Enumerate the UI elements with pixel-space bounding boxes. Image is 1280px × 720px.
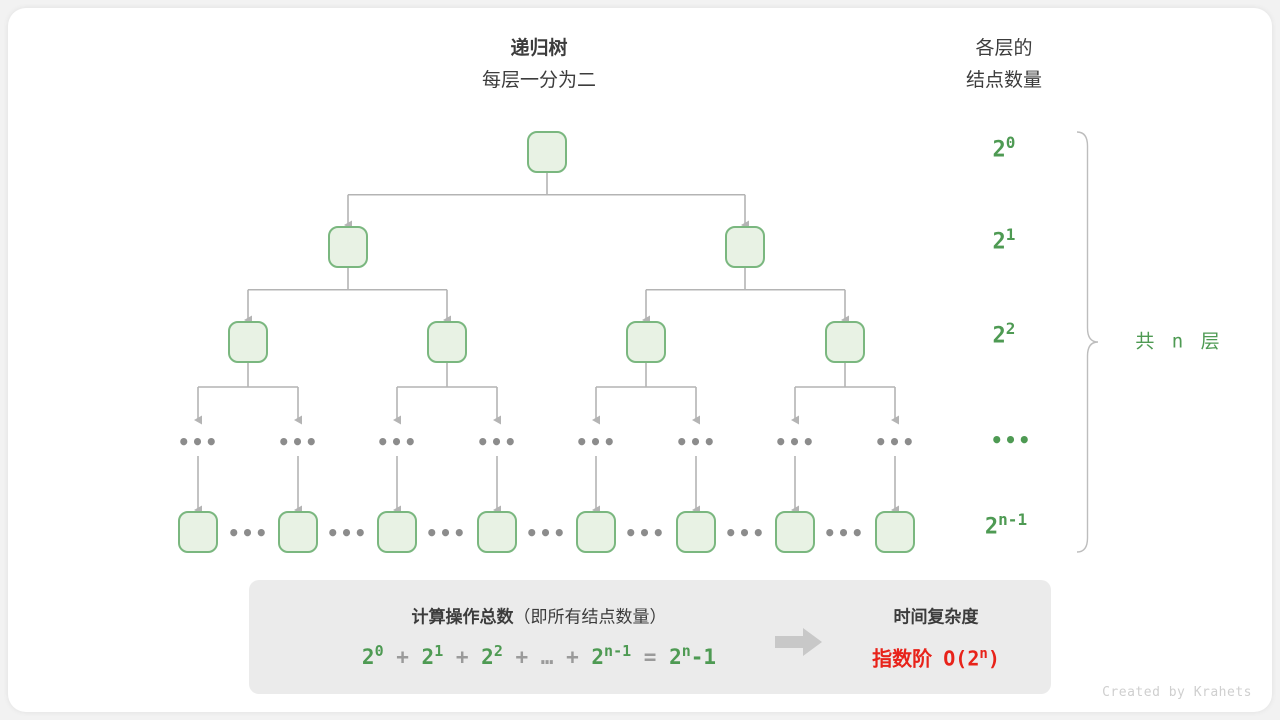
- mid-row-ellipsis: •••: [376, 430, 418, 454]
- complexity-value-sup: n: [979, 645, 988, 662]
- tree-node: [328, 226, 368, 268]
- summary-formula: 20 + 21 + 22 + … + 2n-1 = 2n-1: [361, 642, 717, 670]
- summary-title-paren: （即所有结点数量）: [513, 607, 667, 627]
- tree-node: [825, 321, 865, 363]
- tree-node: [676, 511, 716, 553]
- tree-node: [427, 321, 467, 363]
- formula-term: 2n-1: [669, 642, 717, 670]
- mid-row-ellipsis: •••: [177, 430, 219, 454]
- last-row-ellipsis: •••: [525, 521, 567, 545]
- last-row-ellipsis: •••: [823, 521, 865, 545]
- node-count-label-2: 22: [992, 319, 1016, 349]
- node-count-ellipsis: •••: [990, 428, 1032, 452]
- summary-box: 计算操作总数（即所有结点数量） 20 + 21 + 22 + … + 2n-1 …: [249, 580, 1051, 694]
- tree-nodes: [178, 131, 915, 553]
- tree-subtitle: 每层一分为二: [481, 70, 596, 91]
- complexity-title: 时间复杂度: [893, 607, 979, 627]
- last-row-ellipsis: •••: [326, 521, 368, 545]
- mid-row-ellipsis: •••: [575, 430, 617, 454]
- formula-operator: =: [631, 645, 670, 669]
- formula-operator: +: [502, 645, 541, 669]
- right-block-arrow-icon: [775, 628, 822, 656]
- formula-operator: +: [443, 645, 482, 669]
- mid-row-ellipsis: •••: [675, 430, 717, 454]
- complexity-label: 指数阶: [872, 648, 933, 671]
- mid-row-ellipsis: •••: [874, 430, 916, 454]
- node-count-label-1: 21: [992, 225, 1016, 255]
- tree-node: [576, 511, 616, 553]
- mid-row-ellipsis: •••: [476, 430, 518, 454]
- formula-term: 21: [421, 642, 444, 670]
- node-count-label-0: 20: [992, 133, 1016, 163]
- tree-node: [775, 511, 815, 553]
- tree-node: [228, 321, 268, 363]
- credit-text: Created by Krahets: [1102, 685, 1252, 700]
- summary-title: 计算操作总数（即所有结点数量）: [412, 603, 667, 628]
- level-brace: [1076, 131, 1099, 553]
- formula-term: 20: [361, 642, 384, 670]
- tree-node: [725, 226, 765, 268]
- summary-title-main: 计算操作总数: [411, 607, 514, 627]
- tree-node: [178, 511, 218, 553]
- formula-operator: +: [566, 645, 592, 669]
- last-row-ellipsis: •••: [624, 521, 666, 545]
- mid-row-ellipsis: •••: [774, 430, 816, 454]
- formula-term: 2n-1: [591, 642, 632, 670]
- complexity-value: 指数阶 O(2n): [872, 643, 1000, 672]
- tree-node: [477, 511, 517, 553]
- tree-node: [875, 511, 915, 553]
- complexity-value-tail: ): [987, 646, 1000, 671]
- diagram-card: 递归树 每层一分为二 各层的 结点数量 20 21 22 ••• 2n-1 共 n 层 …: [8, 8, 1272, 712]
- formula-operator: +: [383, 645, 422, 669]
- tree-node: [527, 131, 567, 173]
- tree-node: [377, 511, 417, 553]
- tree-title: 递归树: [510, 38, 568, 59]
- node-count-label-4: 2n-1: [984, 510, 1028, 540]
- last-row-ellipsis: •••: [425, 521, 467, 545]
- count-subtitle: 结点数量: [965, 70, 1042, 91]
- tree-edges: [194, 172, 899, 515]
- last-row-ellipsis: •••: [227, 521, 269, 545]
- brace-label: 共 n 层: [1135, 330, 1223, 353]
- count-title: 各层的: [975, 38, 1033, 59]
- tree-node: [626, 321, 666, 363]
- formula-term: 22: [481, 642, 503, 670]
- complexity-value-base: O(2: [943, 646, 980, 671]
- mid-row-ellipsis: •••: [277, 430, 319, 454]
- last-row-ellipsis: •••: [724, 521, 766, 545]
- formula-operator: …: [540, 645, 567, 669]
- tree-node: [278, 511, 318, 553]
